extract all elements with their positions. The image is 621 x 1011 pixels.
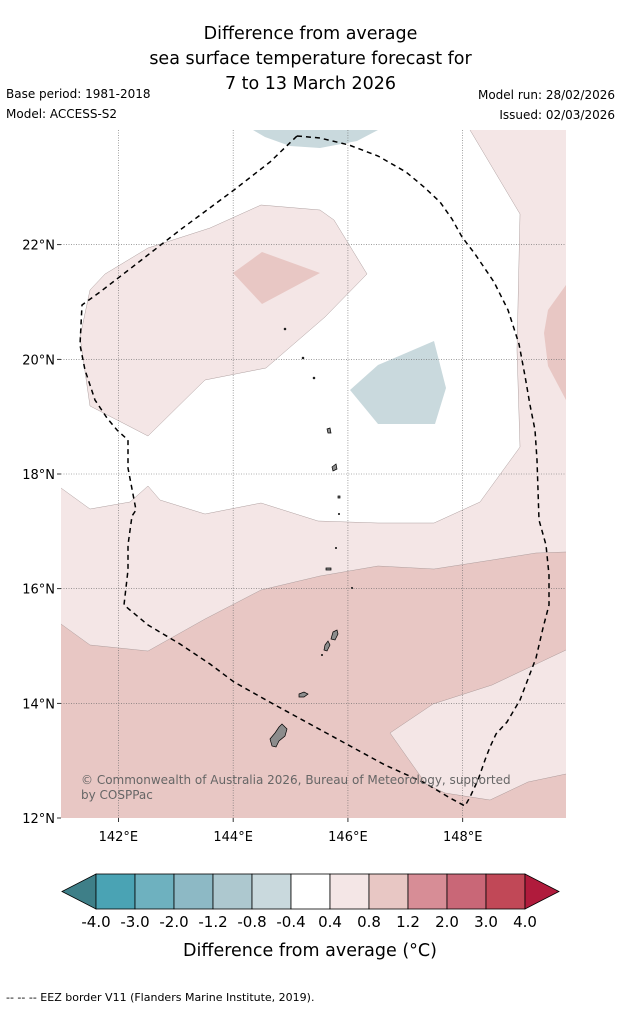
lat-tick-label: 12°N [22,812,55,827]
colorbar-bin [368,873,409,910]
colorbar-tick-label: -0.8 [237,913,266,931]
colorbar-tick-label: 3.0 [474,913,498,931]
island-anatahan [325,567,332,571]
colorbar-tick-label: 1.2 [396,913,420,931]
colorbar-tick-label: -4.0 [81,913,110,931]
colorbar-tick-labels: -4.0 -3.0 -2.0 -1.2 -0.8 -0.4 0.4 0.8 1.2 2.0 3.0 4… [81,913,537,931]
island-rota [298,691,309,698]
title-line-1: Difference from average [203,24,418,44]
colorbar-bin [212,873,253,910]
colorbar-below-min [61,873,97,910]
colorbar-tick-label: 4.0 [513,913,537,931]
eez-footnote: -- -- -- EEZ border V11 (Flanders Marine… [6,991,315,1004]
anomaly-region-slight-warm-northwest [80,205,367,436]
lon-tick-label: 148°E [443,830,483,845]
lat-tick-label: 20°N [22,353,55,368]
island-pagan [331,463,338,472]
colorbar-above-max [524,873,560,910]
copyright-line-1: © Commonwealth of Australia 2026, Bureau… [81,773,511,787]
island-tinian [323,640,331,652]
title-line-3: 7 to 13 March 2026 [224,74,397,94]
anomaly-region-cool-north [253,130,378,148]
title-line-2: sea surface temperature forecast for [149,49,472,69]
colorbar-bin [251,873,292,910]
colorbar-bin [95,873,136,910]
colorbar-bin [329,873,370,910]
island-aguijan [320,653,324,657]
island-alamagan [337,512,341,516]
anomaly-region-warm-northwest-patch [233,252,320,304]
colorbar-tick-label: -0.4 [276,913,305,931]
island-farallon-de-pajaros [283,327,287,331]
islands [269,327,354,748]
lon-tick-label: 146°E [328,830,368,845]
island-guguan [337,495,341,499]
island-agrihan [326,427,332,434]
island-asuncion [312,376,316,380]
grid-lines [61,130,566,818]
map-title: Difference from average sea surface temp… [0,22,621,97]
model-run-label: Model run: 28/02/2026 [477,88,615,102]
model-label: Model: ACCESS-S2 [6,107,118,121]
lat-tick-label: 18°N [22,468,55,483]
lat-tick-label: 14°N [22,697,55,712]
map-plot-area: © Commonwealth of Australia 2026, Bureau… [61,130,566,818]
colorbar-tick-label: -3.0 [120,913,149,931]
colorbar-tick-label: 0.4 [318,913,342,931]
base-period-label: Base period: 1981-2018 [6,87,151,101]
island-sarigan [334,546,338,550]
colorbar-tick-label: -2.0 [159,913,188,931]
contour-lines [61,130,566,801]
longitude-labels: 142°E 144°E 146°E 148°E [99,830,483,845]
colorbar-title: Difference from average (°C) [183,941,437,961]
colorbar-tick-label: -1.2 [198,913,227,931]
colorbar-bin [173,873,214,910]
lon-tick-label: 142°E [99,830,139,845]
colorbar-bin [446,873,487,910]
colorbar-legend: -4.0 -3.0 -2.0 -1.2 -0.8 -0.4 0.4 0.8 1.2 2.0 3.0 4… [61,873,560,961]
colorbar-bin [134,873,175,910]
colorbar-bin [290,873,331,910]
anomaly-region-slight-warm-band [61,130,566,651]
latitude-labels: 22°N 20°N 18°N 16°N 14°N 12°N [22,239,55,827]
lat-tick-label: 22°N [22,239,55,254]
issued-label: Issued: 02/03/2026 [499,108,615,122]
colorbar-bin [407,873,448,910]
axis-ticks [57,244,464,822]
anomaly-region-cool-central [350,341,446,424]
anomaly-region-slight-warm-southeast [390,650,566,800]
colorbar-tick-label: 2.0 [435,913,459,931]
anomaly-region-warm-east-patch [544,285,566,400]
colorbar-bin [485,873,526,910]
colorbar-tick-label: 0.8 [357,913,381,931]
copyright-line-2: by COSPPac [81,788,153,802]
lon-tick-label: 144°E [213,830,253,845]
lat-tick-label: 16°N [22,583,55,598]
island-maug [301,356,305,360]
eez-boundary [79,135,550,808]
colorbar-bins [61,873,560,910]
island-saipan [330,629,339,641]
island-guam [269,723,288,748]
